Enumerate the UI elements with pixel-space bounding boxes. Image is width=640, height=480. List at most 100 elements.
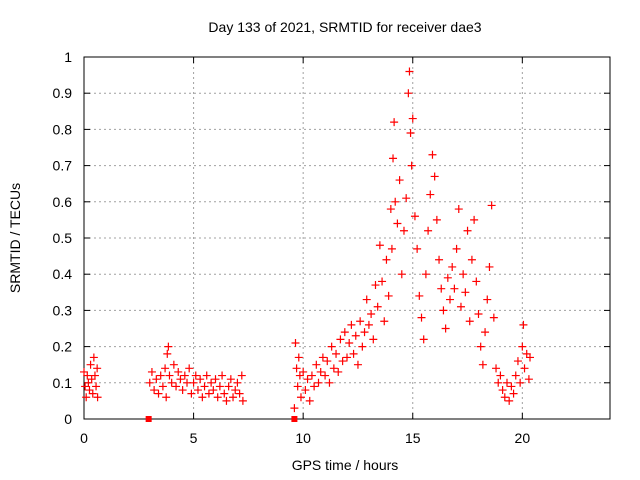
data-point [211,375,220,384]
data-point [500,393,509,402]
data-point [329,364,338,373]
data-point [345,338,354,347]
data-point [226,375,235,384]
data-point [520,364,529,373]
data-point [312,360,321,369]
data-point [93,364,102,373]
data-point [145,378,154,387]
data-point [390,118,399,127]
data-point [435,255,444,264]
data-point [310,382,319,391]
data-point [220,389,229,398]
data-point [172,382,181,391]
data-point [303,375,312,384]
data-point [399,226,408,235]
x-tick-label: 0 [80,430,88,446]
y-tick-label: 0.4 [53,266,73,282]
data-point [87,375,96,384]
data-point [80,367,88,376]
data-point [178,386,187,395]
data-point [417,313,426,322]
data-point [519,320,528,329]
x-tick-label: 10 [295,430,311,446]
data-point-zero [145,416,152,422]
data-point [291,338,300,347]
data-point [83,371,92,380]
data-point [295,371,304,380]
data-point [386,205,395,214]
data-point [516,378,525,387]
data-point [360,328,369,337]
data-point [367,310,376,319]
data-point [485,262,494,271]
data-point [456,302,465,311]
data-point [406,129,415,138]
data-point [229,393,238,402]
data-point [158,382,167,391]
data-point [483,295,492,304]
data-point [198,393,207,402]
y-tick-label: 1 [64,49,72,65]
data-point [441,324,450,333]
data-point [314,378,323,387]
data-point [93,393,102,402]
data-point [437,284,446,293]
data-point [169,360,178,369]
data-point [301,386,310,395]
data-point [207,378,216,387]
data-point [353,360,362,369]
data-point [82,393,91,402]
data-point [296,393,305,402]
y-tick-label: 0.2 [53,339,73,355]
data-point [375,241,384,250]
data-point [237,371,246,380]
data-point [454,205,463,214]
data-point [476,342,485,351]
data-point [165,371,174,380]
data-point [413,244,422,253]
data-point [193,386,202,395]
data-point [496,371,505,380]
data-point [461,288,470,297]
data-point [156,371,165,380]
data-point [316,367,325,376]
data-point [443,273,452,282]
y-tick-label: 0.7 [53,158,73,174]
data-point [356,317,365,326]
data-point [323,357,332,366]
data-point [402,194,411,203]
data-point [518,342,527,351]
data-point [152,375,161,384]
data-point [81,382,90,391]
data-point [294,353,303,362]
data-point [391,197,400,206]
data-point [481,328,490,337]
data-point [90,371,99,380]
data-point [233,378,242,387]
data-point [373,302,382,311]
data-point [191,371,200,380]
data-point [463,226,472,235]
data-point [397,270,406,279]
data-point [86,360,95,369]
data-point [467,255,476,264]
data-point [204,389,213,398]
x-tick-label: 5 [190,430,198,446]
data-point [522,349,531,358]
data-point [524,375,533,384]
data-point [487,201,496,210]
data-point [327,342,336,351]
data-point [408,114,417,123]
data-point [218,371,227,380]
data-point [430,172,439,181]
data-point [321,371,330,380]
data-point [147,367,156,376]
data-point [421,270,430,279]
data-point [502,378,511,387]
data-point [405,67,414,76]
data-point [432,215,441,224]
data-point [351,331,360,340]
data-point [393,219,402,228]
